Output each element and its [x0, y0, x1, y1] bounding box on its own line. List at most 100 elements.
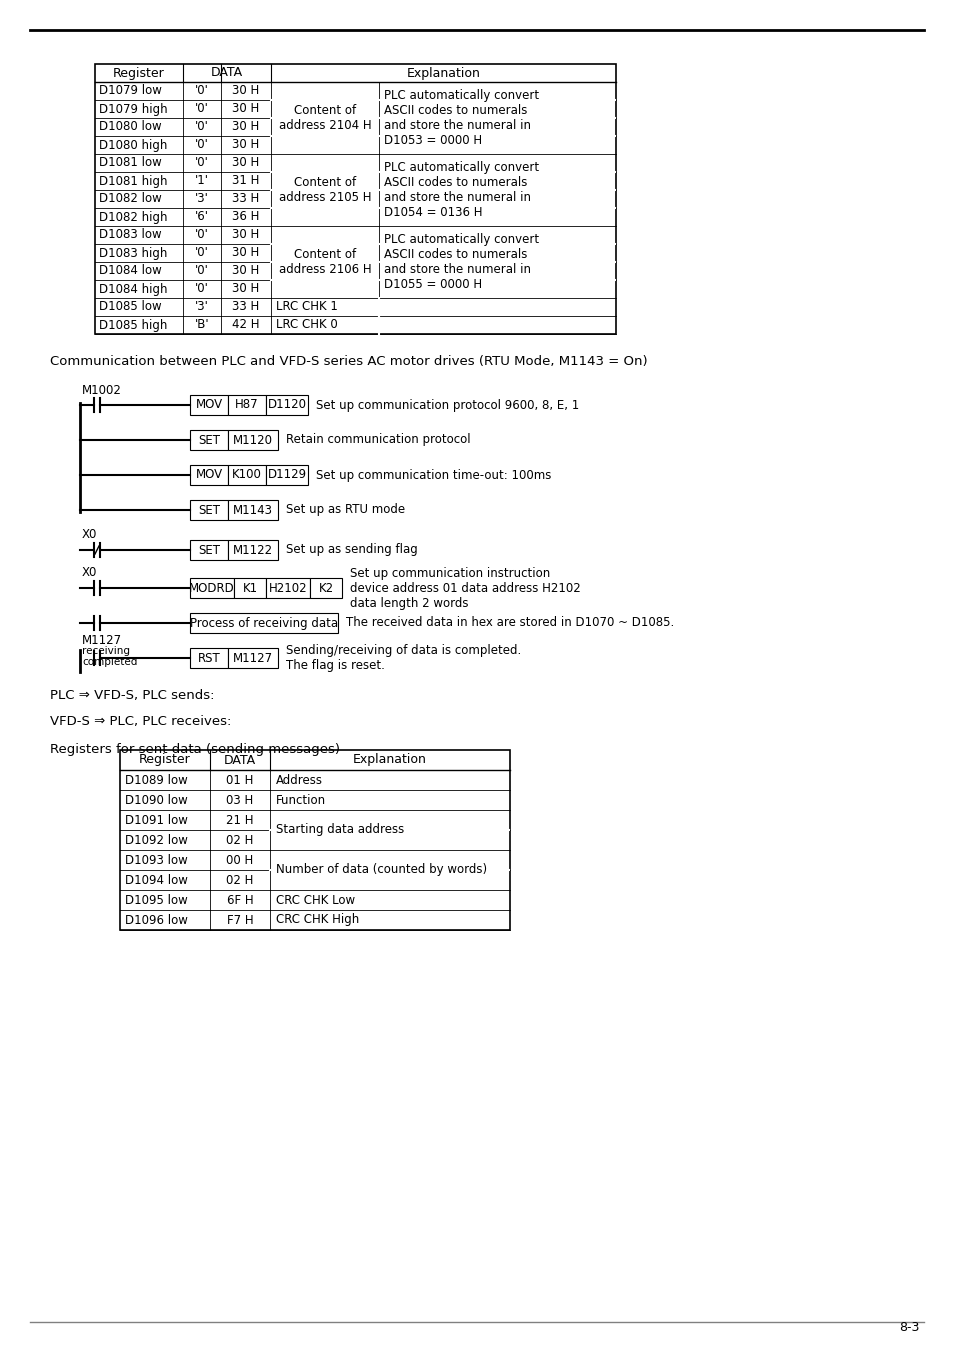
- Text: Retain communication protocol: Retain communication protocol: [286, 433, 470, 447]
- Text: 02 H: 02 H: [226, 873, 253, 887]
- Text: 36 H: 36 H: [233, 211, 259, 224]
- Text: '3': '3': [194, 301, 209, 313]
- Bar: [190, 578, 233, 598]
- Text: 03 H: 03 H: [226, 794, 253, 806]
- Text: '0': '0': [194, 282, 209, 296]
- Text: VFD-S ⇒ PLC, PLC receives:: VFD-S ⇒ PLC, PLC receives:: [50, 716, 232, 729]
- Text: 30 H: 30 H: [233, 139, 259, 151]
- Text: '0': '0': [194, 103, 209, 116]
- Text: '0': '0': [194, 157, 209, 170]
- Text: D1094 low: D1094 low: [125, 873, 188, 887]
- Bar: [228, 431, 277, 450]
- Text: SET: SET: [198, 433, 220, 447]
- Text: '0': '0': [194, 139, 209, 151]
- Text: 42 H: 42 H: [232, 319, 259, 332]
- Text: 33 H: 33 H: [233, 193, 259, 205]
- Bar: [190, 540, 228, 560]
- Bar: [266, 464, 308, 485]
- Text: Address: Address: [275, 774, 323, 787]
- Text: CRC CHK High: CRC CHK High: [275, 914, 359, 926]
- Text: Starting data address: Starting data address: [275, 824, 404, 837]
- Text: 30 H: 30 H: [233, 157, 259, 170]
- Text: D1093 low: D1093 low: [125, 853, 188, 867]
- Text: X0: X0: [82, 528, 97, 541]
- Text: Number of data (counted by words): Number of data (counted by words): [275, 864, 487, 876]
- Bar: [233, 578, 266, 598]
- Text: D1083 low: D1083 low: [99, 228, 161, 242]
- Text: 30 H: 30 H: [233, 247, 259, 259]
- Bar: [266, 578, 310, 598]
- Text: D1081 high: D1081 high: [99, 174, 168, 188]
- Text: 02 H: 02 H: [226, 833, 253, 846]
- Text: D1129: D1129: [267, 468, 306, 482]
- Text: DATA: DATA: [224, 753, 255, 767]
- Text: Process of receiving data: Process of receiving data: [190, 617, 337, 629]
- Text: 30 H: 30 H: [233, 85, 259, 97]
- Text: K100: K100: [232, 468, 262, 482]
- Text: PLC automatically convert
ASCII codes to numerals
and store the numeral in
D1054: PLC automatically convert ASCII codes to…: [384, 161, 538, 219]
- Text: 30 H: 30 H: [233, 282, 259, 296]
- Text: 30 H: 30 H: [233, 265, 259, 278]
- Text: 6F H: 6F H: [227, 894, 253, 906]
- Bar: [190, 500, 228, 520]
- Text: D1085 high: D1085 high: [99, 319, 167, 332]
- Text: 30 H: 30 H: [233, 228, 259, 242]
- Text: 31 H: 31 H: [233, 174, 259, 188]
- Text: 00 H: 00 H: [226, 853, 253, 867]
- Text: SET: SET: [198, 504, 220, 517]
- Text: MOV: MOV: [195, 468, 222, 482]
- Text: D1079 low: D1079 low: [99, 85, 162, 97]
- Text: Set up as sending flag: Set up as sending flag: [286, 544, 417, 556]
- Text: D1082 low: D1082 low: [99, 193, 162, 205]
- Text: M1002: M1002: [82, 383, 122, 397]
- Text: H2102: H2102: [269, 582, 307, 594]
- Text: D1083 high: D1083 high: [99, 247, 167, 259]
- Text: H87: H87: [235, 398, 258, 412]
- Text: 30 H: 30 H: [233, 120, 259, 134]
- Bar: [228, 500, 277, 520]
- Text: The received data in hex are stored in D1070 ~ D1085.: The received data in hex are stored in D…: [346, 617, 674, 629]
- Text: Content of
address 2104 H: Content of address 2104 H: [278, 104, 371, 132]
- Text: Communication between PLC and VFD-S series AC motor drives (RTU Mode, M1143 = On: Communication between PLC and VFD-S seri…: [50, 355, 647, 369]
- Bar: [190, 464, 228, 485]
- Text: Content of
address 2105 H: Content of address 2105 H: [278, 176, 371, 204]
- Text: CRC CHK Low: CRC CHK Low: [275, 894, 355, 906]
- Bar: [310, 578, 341, 598]
- Text: '0': '0': [194, 247, 209, 259]
- Text: LRC CHK 0: LRC CHK 0: [275, 319, 337, 332]
- Text: 33 H: 33 H: [233, 301, 259, 313]
- Text: '0': '0': [194, 265, 209, 278]
- Text: D1079 high: D1079 high: [99, 103, 168, 116]
- Text: RST: RST: [197, 652, 220, 664]
- Bar: [190, 648, 228, 668]
- Text: D1095 low: D1095 low: [125, 894, 188, 906]
- Text: K2: K2: [318, 582, 334, 594]
- Text: Set up communication protocol 9600, 8, E, 1: Set up communication protocol 9600, 8, E…: [315, 398, 578, 412]
- Bar: [228, 464, 266, 485]
- Text: PLC automatically convert
ASCII codes to numerals
and store the numeral in
D1055: PLC automatically convert ASCII codes to…: [384, 234, 538, 292]
- Bar: [228, 396, 266, 414]
- Text: X0: X0: [82, 567, 97, 579]
- Text: D1081 low: D1081 low: [99, 157, 162, 170]
- Text: PLC automatically convert
ASCII codes to numerals
and store the numeral in
D1053: PLC automatically convert ASCII codes to…: [384, 89, 538, 147]
- Text: Registers for sent data (sending messages): Registers for sent data (sending message…: [50, 743, 339, 756]
- Text: PLC ⇒ VFD-S, PLC sends:: PLC ⇒ VFD-S, PLC sends:: [50, 688, 214, 702]
- Text: Sending/receiving of data is completed.
The flag is reset.: Sending/receiving of data is completed. …: [286, 644, 520, 672]
- Text: receiving: receiving: [82, 647, 130, 656]
- Text: M1143: M1143: [233, 504, 273, 517]
- Text: 01 H: 01 H: [226, 774, 253, 787]
- Text: D1120: D1120: [267, 398, 306, 412]
- Text: Register: Register: [113, 66, 165, 80]
- Text: Function: Function: [275, 794, 326, 806]
- Bar: [266, 396, 308, 414]
- Bar: [190, 613, 337, 633]
- Bar: [228, 540, 277, 560]
- Text: '0': '0': [194, 228, 209, 242]
- Text: MODRD: MODRD: [189, 582, 234, 594]
- Text: 21 H: 21 H: [226, 814, 253, 826]
- Text: Register: Register: [139, 753, 191, 767]
- Text: Content of
address 2106 H: Content of address 2106 H: [278, 248, 371, 275]
- Bar: [95, 63, 616, 333]
- Text: D1096 low: D1096 low: [125, 914, 188, 926]
- Text: 8-3: 8-3: [899, 1322, 919, 1334]
